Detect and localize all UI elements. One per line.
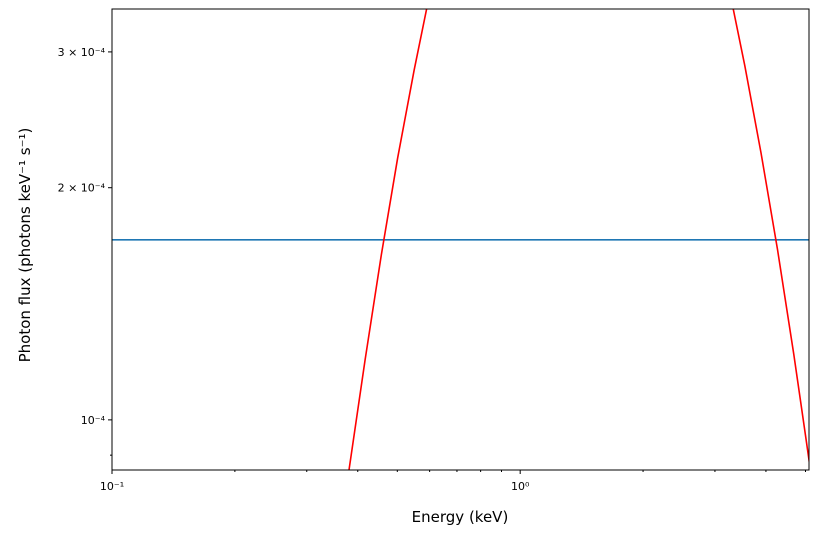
- x-axis-label: Energy (keV): [412, 508, 509, 526]
- y-tick-label: 10⁻⁴: [81, 414, 106, 427]
- y-tick-label: 3 × 10⁻⁴: [58, 46, 106, 59]
- y-tick-label: 2 × 10⁻⁴: [58, 182, 106, 195]
- plot-area: [112, 9, 809, 470]
- x-tick-label: 10⁰: [511, 480, 530, 493]
- x-tick-label: 10⁻¹: [100, 480, 124, 493]
- axes-frame: [111, 8, 810, 471]
- y-axis-label: Photon flux (photons keV⁻¹ s⁻¹): [16, 128, 34, 363]
- series-line: [348, 9, 809, 470]
